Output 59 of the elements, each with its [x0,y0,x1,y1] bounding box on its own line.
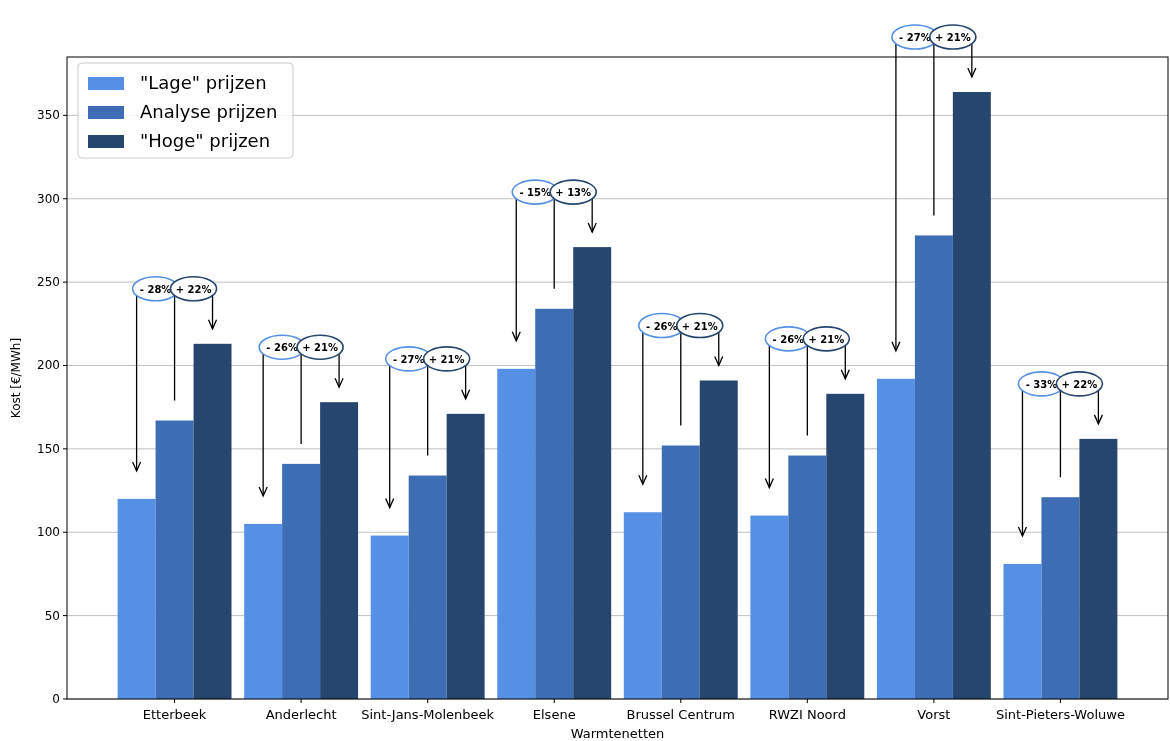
x-axis-title: Warmtenetten [570,726,665,741]
bar [1041,497,1080,699]
annotation: + 13% [555,187,592,199]
legend-label: "Hoge" prijzen [140,130,271,151]
y-tick-label: 150 [37,441,60,456]
bar [155,420,194,699]
annotation: - 26% [646,320,678,332]
x-tick-label: Anderlecht [265,707,337,722]
bar [282,463,321,699]
bar [244,523,283,699]
bar [408,475,447,699]
text: - 27% [899,32,931,44]
bar [497,368,536,699]
annotation: - 28% [139,283,172,295]
bar [914,235,953,699]
bar [370,535,409,699]
annotation: + 22% [1061,378,1098,390]
x-tick-label: Sint-Pieters-Woluwe [995,707,1125,722]
annotation: + 21% [808,333,845,345]
bar [193,343,232,699]
y-tick-label: 0 [52,692,60,706]
annotation: + 22% [175,283,212,295]
legend-label: Analyse prijzen [140,101,278,122]
y-tick-label: 100 [37,525,60,540]
annotation: + 21% [681,320,718,332]
bar [661,445,700,699]
x-tick-label: Etterbeek [142,707,207,722]
legend-label: "Lage" prijzen [140,72,267,93]
bar [876,378,915,699]
bar [1079,438,1118,699]
y-axis-title: Kost [€/MWh] [9,337,23,419]
annotation: + 21% [428,353,465,365]
x-tick-label: Vorst [917,707,951,722]
bar [1003,563,1042,699]
y-tick-label: 250 [37,275,60,290]
y-tick-label: 300 [37,191,60,206]
annotation: - 33% [1025,378,1058,390]
annotation: - 26% [772,333,805,345]
x-tick-label: Elsene [532,707,576,722]
bar [446,413,485,699]
text: + 21% [934,32,971,44]
bar [750,515,789,699]
bar [699,380,738,699]
x-tick-label: Brussel Centrum [626,707,735,722]
bar [826,393,865,699]
bar [320,402,359,699]
bar [952,92,991,699]
bar [535,308,574,699]
x-tick-label: RWZI Noord [768,707,846,722]
y-tick-label: 350 [37,108,60,123]
bar [788,455,827,699]
annotation: - 27% [392,353,425,365]
bar [623,512,662,699]
bar [117,498,156,699]
bar [573,247,612,699]
annotation: + 21% [302,342,338,354]
y-tick-label: 200 [37,358,60,373]
y-tick-label: 50 [44,608,60,623]
x-tick-label: Sint-Jans-Molenbeek [361,707,495,722]
